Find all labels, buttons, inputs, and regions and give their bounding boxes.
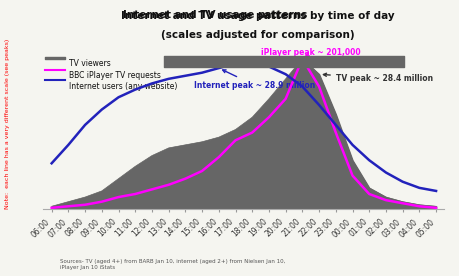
Text: Internet peak ~ 28.9 million: Internet peak ~ 28.9 million	[193, 70, 314, 90]
Text: iPlayer peak ~ 201,000: iPlayer peak ~ 201,000	[260, 48, 359, 57]
Text: patterns: patterns	[257, 10, 308, 20]
Text: BBC iPlayer TV requests: BBC iPlayer TV requests	[69, 71, 161, 80]
Text: Note:  each line has a very different scale (see peaks): Note: each line has a very different sca…	[5, 39, 10, 209]
Text: TV viewers: TV viewers	[69, 59, 111, 68]
Text: (scales adjusted for comparison): (scales adjusted for comparison)	[161, 30, 353, 40]
Text: Sources- TV (aged 4+) from BARB Jan 10, internet (aged 2+) from Nielsen Jan 10,
: Sources- TV (aged 4+) from BARB Jan 10, …	[60, 259, 285, 270]
Text: TV peak ~ 28.4 million: TV peak ~ 28.4 million	[323, 73, 432, 83]
Text: Internet and TV usage: Internet and TV usage	[123, 10, 257, 20]
Text: Internet users (any website): Internet users (any website)	[69, 82, 177, 91]
Text: Internet and TV usage patterns by time of day: Internet and TV usage patterns by time o…	[121, 11, 393, 21]
